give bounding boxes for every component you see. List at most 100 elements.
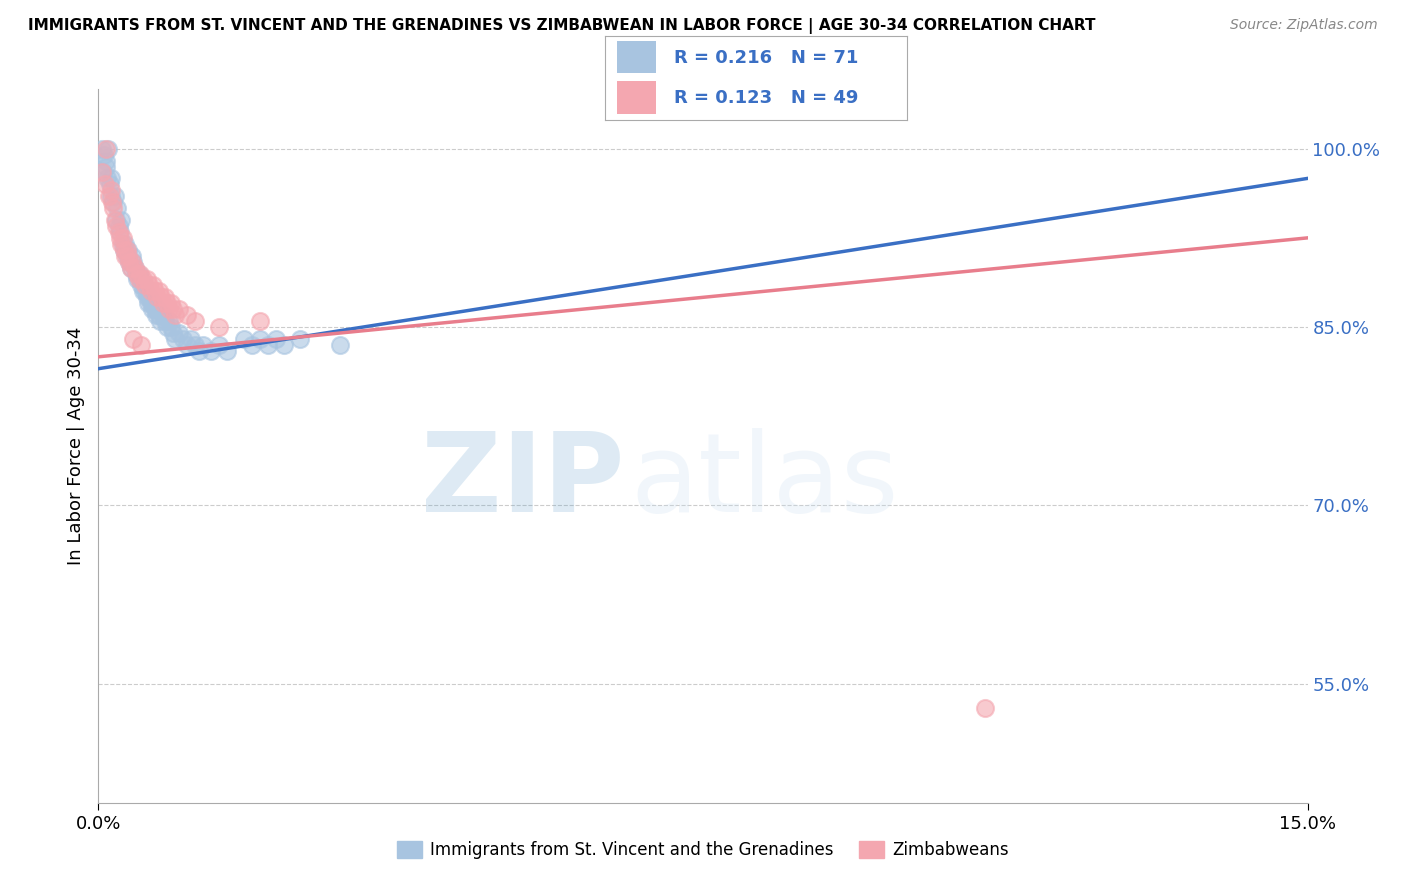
Point xyxy=(105,213,128,227)
Point xyxy=(128,267,150,281)
Point xyxy=(249,332,271,346)
Point xyxy=(91,165,114,179)
Point xyxy=(135,272,157,286)
Point xyxy=(249,314,271,328)
Point xyxy=(110,213,132,227)
Point xyxy=(122,254,145,268)
Point xyxy=(114,236,136,251)
Point xyxy=(142,278,165,293)
Point xyxy=(974,700,997,714)
Point xyxy=(146,290,169,304)
Point xyxy=(112,243,135,257)
Point xyxy=(157,302,180,317)
Point xyxy=(172,332,194,346)
Point xyxy=(98,178,121,192)
Point xyxy=(101,201,124,215)
Point xyxy=(118,254,141,268)
Point xyxy=(97,189,120,203)
Text: R = 0.123   N = 49: R = 0.123 N = 49 xyxy=(673,88,859,106)
Point xyxy=(156,320,179,334)
Point xyxy=(129,278,152,293)
Point xyxy=(176,338,198,352)
Point xyxy=(91,165,114,179)
Point xyxy=(111,231,134,245)
Point xyxy=(134,285,156,299)
Point xyxy=(139,296,162,310)
Point xyxy=(115,243,138,257)
Point xyxy=(152,296,174,310)
Point xyxy=(93,147,115,161)
Point xyxy=(110,236,132,251)
Point xyxy=(139,285,162,299)
Point xyxy=(138,290,160,304)
Point xyxy=(134,278,156,293)
Point xyxy=(101,195,124,210)
Point xyxy=(127,272,149,286)
Legend: Immigrants from St. Vincent and the Grenadines, Zimbabweans: Immigrants from St. Vincent and the Gren… xyxy=(391,834,1015,866)
Point xyxy=(125,267,148,281)
Point xyxy=(143,302,166,317)
Point xyxy=(208,320,231,334)
Point xyxy=(145,308,167,322)
Point xyxy=(96,142,118,156)
Point xyxy=(96,153,118,168)
Point xyxy=(138,296,160,310)
Point xyxy=(108,225,131,239)
Point xyxy=(264,332,287,346)
Point xyxy=(132,285,155,299)
Point xyxy=(148,285,170,299)
Point xyxy=(184,314,207,328)
Point xyxy=(117,249,139,263)
Bar xyxy=(617,41,657,73)
Point xyxy=(155,290,177,304)
Point xyxy=(94,160,117,174)
Point xyxy=(184,338,207,352)
Point xyxy=(132,272,155,286)
Point xyxy=(129,272,152,286)
Point xyxy=(153,314,176,328)
Point xyxy=(117,243,139,257)
Point xyxy=(217,343,239,358)
Point xyxy=(163,332,186,346)
Point xyxy=(134,278,156,293)
Point xyxy=(149,314,172,328)
Point xyxy=(329,338,352,352)
Point xyxy=(105,219,128,233)
Point xyxy=(256,338,278,352)
Point xyxy=(156,296,179,310)
Point xyxy=(118,254,141,268)
Point xyxy=(100,171,122,186)
Point xyxy=(180,332,202,346)
Point xyxy=(160,320,183,334)
Point xyxy=(160,296,183,310)
Point xyxy=(146,302,169,317)
Text: R = 0.216   N = 71: R = 0.216 N = 71 xyxy=(673,49,859,67)
Point xyxy=(121,254,143,268)
Point xyxy=(163,308,186,322)
Point xyxy=(91,142,114,156)
Point xyxy=(108,231,131,245)
Point xyxy=(97,142,120,156)
Point xyxy=(101,195,124,210)
Point xyxy=(121,249,143,263)
Point xyxy=(120,260,142,275)
Point xyxy=(162,302,184,317)
Bar xyxy=(617,81,657,113)
Point xyxy=(143,285,166,299)
Point xyxy=(148,308,170,322)
Point xyxy=(114,249,136,263)
Point xyxy=(200,343,222,358)
Point xyxy=(135,290,157,304)
Point xyxy=(157,314,180,328)
Point xyxy=(141,302,163,317)
Text: IMMIGRANTS FROM ST. VINCENT AND THE GRENADINES VS ZIMBABWEAN IN LABOR FORCE | AG: IMMIGRANTS FROM ST. VINCENT AND THE GREN… xyxy=(28,18,1095,34)
Point xyxy=(150,290,173,304)
Point xyxy=(152,308,174,322)
Point xyxy=(107,225,129,239)
Point xyxy=(142,296,165,310)
Point xyxy=(115,249,138,263)
Point xyxy=(167,302,190,317)
Point xyxy=(193,338,215,352)
Point xyxy=(129,338,152,352)
Point xyxy=(240,338,263,352)
